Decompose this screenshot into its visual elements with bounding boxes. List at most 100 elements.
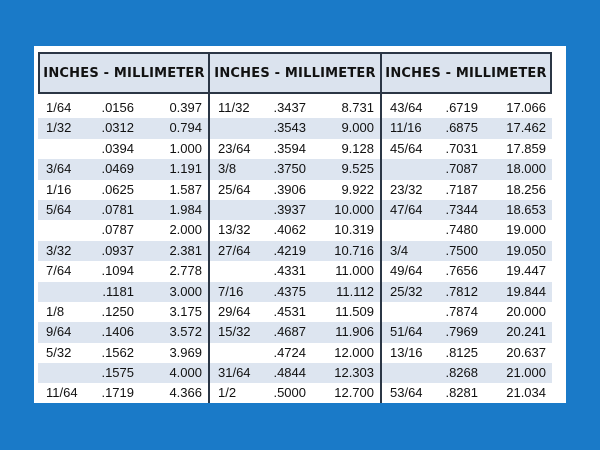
table-row: .0787 2.000 [38, 220, 208, 240]
decimal-inches: .1406 [101, 324, 134, 340]
decimal-inches: .0937 [101, 242, 134, 258]
millimeters: 3.175 [169, 303, 202, 319]
decimal-inches: .3750 [273, 161, 306, 177]
decimal-inches: .3937 [273, 201, 306, 217]
fraction-inches: 1/16 [46, 181, 72, 197]
fraction-inches: 25/64 [218, 181, 251, 197]
table-row: 13/32 .4062 10.319 [210, 220, 380, 240]
millimeters: 19.447 [506, 263, 546, 279]
millimeters: 9.000 [341, 120, 374, 136]
fraction-inches: 27/64 [218, 242, 251, 258]
table-row: 5/64 .0781 1.984 [38, 199, 208, 221]
decimal-inches: .7344 [445, 201, 478, 217]
fraction-inches: 45/64 [390, 140, 423, 156]
table-row: 1/8 .1250 3.175 [38, 302, 208, 322]
table-row: 27/64 .4219 10.716 [210, 240, 380, 262]
table-row: 23/32 .7187 18.256 [382, 180, 552, 200]
millimeters: 1.984 [169, 201, 202, 217]
decimal-inches: .7500 [445, 242, 478, 258]
decimal-inches: .7969 [445, 324, 478, 340]
column-header: INCHES - MILLIMETER [382, 52, 552, 94]
decimal-inches: .6719 [445, 100, 478, 115]
millimeters: 10.000 [334, 201, 374, 217]
decimal-inches: .3437 [273, 100, 306, 115]
decimal-inches: .4724 [273, 344, 306, 360]
table-row: .0394 1.000 [38, 139, 208, 159]
fraction-inches: 47/64 [390, 201, 423, 217]
millimeters: 19.000 [506, 222, 546, 238]
table-row: 43/64 .6719 17.066 [382, 98, 552, 118]
table-rows: 11/32 .3437 8.731 .3543 9.000 23/64 .3594 9.128… [210, 94, 380, 403]
millimeters: 20.241 [506, 324, 546, 340]
millimeters: 9.128 [341, 140, 374, 156]
table-row: .7874 20.000 [382, 302, 552, 322]
decimal-inches: .8281 [445, 385, 478, 401]
millimeters: 11.112 [336, 283, 374, 299]
fraction-inches: 3/8 [218, 161, 237, 177]
table-row: 11/64 .1719 4.366 [38, 383, 208, 403]
fraction-inches: 51/64 [390, 324, 423, 340]
millimeters: 21.034 [506, 385, 546, 401]
millimeters: 3.969 [169, 344, 202, 360]
decimal-inches: .8125 [445, 344, 478, 360]
fraction-inches: 49/64 [390, 263, 423, 279]
table-row: 23/64 .3594 9.128 [210, 139, 380, 159]
fraction-inches: 1/64 [46, 100, 72, 115]
table-row: .7087 18.000 [382, 159, 552, 180]
decimal-inches: .0469 [101, 161, 134, 177]
decimal-inches: .1181 [102, 283, 134, 299]
conversion-chart-sheet: INCHES - MILLIMETER 1/64 .0156 0.397 1/32 .0… [34, 46, 566, 403]
table-row: .4724 12.000 [210, 343, 380, 363]
table-row: 49/64 .7656 19.447 [382, 261, 552, 281]
millimeters: 19.844 [506, 283, 546, 299]
table-column-1: INCHES - MILLIMETER 1/64 .0156 0.397 1/32 .0… [38, 52, 208, 403]
decimal-inches: .7480 [445, 222, 478, 238]
table-rows: 1/64 .0156 0.397 1/32 .0312 0.794 .0394 1.000 3/… [38, 94, 208, 403]
decimal-inches: .7031 [445, 140, 478, 156]
table-row: 3/64 .0469 1.191 [38, 159, 208, 180]
decimal-inches: .7656 [445, 263, 478, 279]
decimal-inches: .4531 [273, 303, 306, 319]
fraction-inches: 5/64 [46, 201, 72, 217]
fraction-inches: 1/8 [46, 303, 65, 319]
decimal-inches: .0781 [101, 201, 134, 217]
decimal-inches: .7812 [445, 283, 478, 299]
decimal-inches: .1575 [101, 365, 134, 381]
millimeters: 9.922 [341, 181, 374, 197]
table-row: .3543 9.000 [210, 118, 380, 139]
table-row: .4331 11.000 [210, 261, 380, 281]
table-row: .3937 10.000 [210, 199, 380, 221]
decimal-inches: .0394 [101, 140, 134, 156]
table-row: 29/64 .4531 11.509 [210, 302, 380, 322]
millimeters: 21.000 [506, 365, 546, 381]
fraction-inches: 29/64 [218, 303, 251, 319]
fraction-inches: 5/32 [46, 344, 72, 360]
decimal-inches: .5000 [273, 385, 306, 401]
decimal-inches: .4375 [273, 283, 306, 299]
fraction-inches: 13/32 [218, 222, 251, 238]
decimal-inches: .4219 [273, 242, 306, 258]
table-row: 11/16 .6875 17.462 [382, 118, 552, 139]
millimeters: 1.000 [169, 140, 202, 156]
fraction-inches: 3/32 [46, 242, 72, 258]
table-row: 7/16 .4375 11.112 [210, 281, 380, 302]
fraction-inches: 53/64 [390, 385, 423, 401]
millimeters: 0.397 [169, 100, 202, 115]
table-row: 3/8 .3750 9.525 [210, 159, 380, 180]
table-row: 5/32 .1562 3.969 [38, 343, 208, 363]
millimeters: 18.000 [506, 161, 546, 177]
fraction-inches: 23/32 [390, 181, 423, 197]
millimeters: 3.000 [169, 283, 202, 299]
table-row: 45/64 .7031 17.859 [382, 139, 552, 159]
decimal-inches: .1250 [101, 303, 134, 319]
table-row: 7/64 .1094 2.778 [38, 261, 208, 281]
table-row: 25/32 .7812 19.844 [382, 281, 552, 302]
fraction-inches: 11/16 [390, 120, 422, 136]
fraction-inches: 43/64 [390, 100, 423, 115]
decimal-inches: .3594 [273, 140, 306, 156]
fraction-inches: 7/64 [46, 263, 72, 279]
table-row: 31/64 .4844 12.303 [210, 363, 380, 384]
millimeters: 4.000 [169, 365, 202, 381]
table-row: 1/64 .0156 0.397 [38, 98, 208, 118]
millimeters: 3.572 [169, 324, 202, 340]
